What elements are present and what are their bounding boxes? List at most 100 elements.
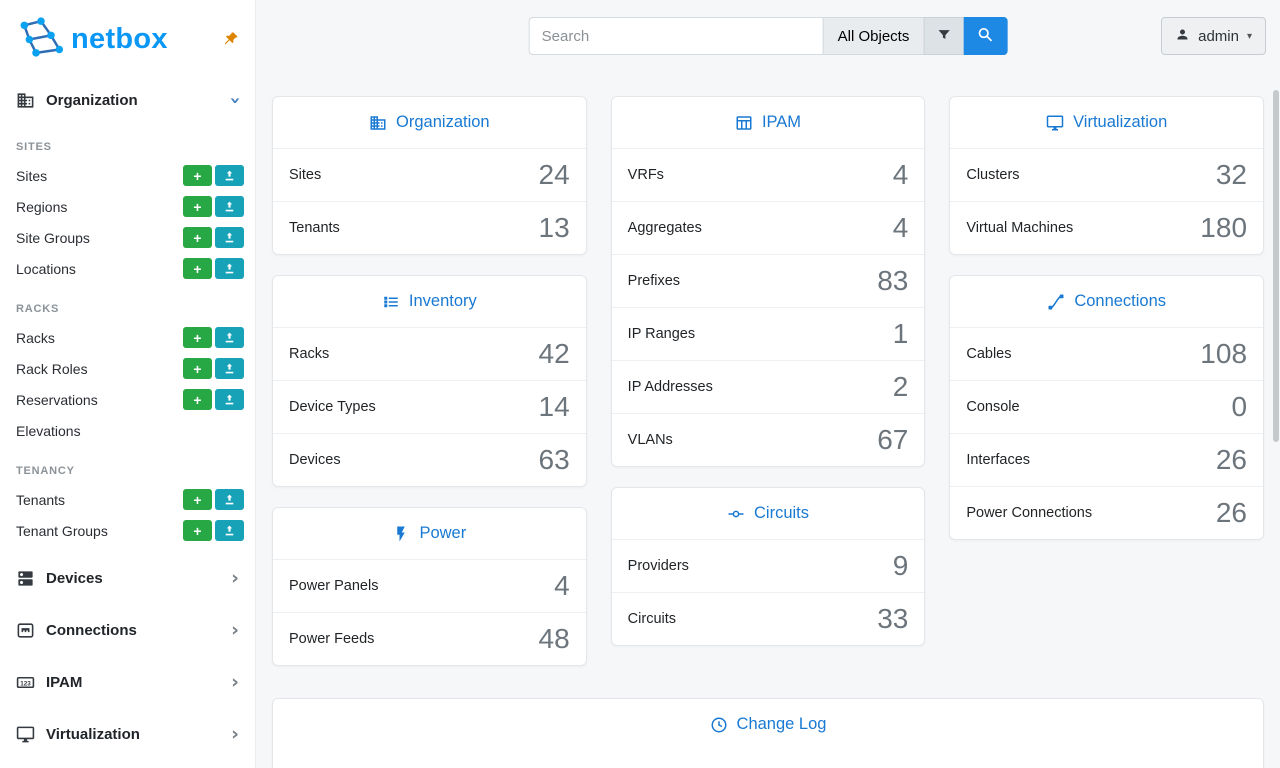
sidebar-item-ipam[interactable]: 123 IPAM › bbox=[0, 656, 255, 708]
card-title[interactable]: Circuits bbox=[754, 504, 810, 522]
stat-row: Providers 9 bbox=[611, 539, 925, 592]
stat-label: VRFs bbox=[627, 167, 664, 183]
sidebar-item-connections[interactable]: Connections › bbox=[0, 604, 255, 656]
chevron-right-icon: › bbox=[231, 722, 239, 745]
add-button[interactable]: + bbox=[183, 165, 212, 186]
stat-value[interactable]: 2 bbox=[892, 371, 909, 402]
import-button[interactable] bbox=[215, 227, 244, 248]
sidebar-item-label[interactable]: Rack Roles bbox=[16, 360, 88, 377]
search-submit-button[interactable] bbox=[963, 17, 1008, 55]
add-button[interactable]: + bbox=[183, 358, 212, 379]
card-header: Virtualization bbox=[950, 97, 1263, 148]
history-icon bbox=[710, 716, 728, 734]
pin-sidebar-icon[interactable] bbox=[222, 31, 239, 48]
sidebar-item-organization[interactable]: Organization › bbox=[0, 78, 255, 122]
stat-value[interactable]: 14 bbox=[538, 391, 570, 422]
netbox-logo[interactable]: netbox bbox=[16, 15, 168, 64]
chevron-right-icon: › bbox=[231, 566, 239, 589]
stat-value[interactable]: 9 bbox=[892, 550, 909, 581]
stat-value[interactable]: 1 bbox=[892, 318, 909, 349]
import-button[interactable] bbox=[215, 196, 244, 217]
stat-value[interactable]: 180 bbox=[1200, 212, 1248, 243]
sidebar-item-label[interactable]: Site Groups bbox=[16, 229, 90, 246]
stat-row: Racks 42 bbox=[273, 327, 586, 380]
chevron-down-icon: › bbox=[224, 96, 247, 104]
stat-value[interactable]: 83 bbox=[877, 265, 909, 296]
import-button[interactable] bbox=[215, 489, 244, 510]
sidebar-item-devices[interactable]: Devices › bbox=[0, 552, 255, 604]
add-button[interactable]: + bbox=[183, 327, 212, 348]
stat-value[interactable]: 48 bbox=[538, 623, 570, 654]
sidebar-item-label[interactable]: Tenant Groups bbox=[16, 522, 108, 539]
card-title[interactable]: Inventory bbox=[408, 292, 477, 310]
vertical-scrollbar[interactable] bbox=[1273, 90, 1279, 442]
add-button[interactable]: + bbox=[183, 389, 212, 410]
import-button[interactable] bbox=[215, 327, 244, 348]
stat-value[interactable]: 63 bbox=[538, 444, 570, 475]
sidebar-item-virtualization[interactable]: Virtualization › bbox=[0, 708, 255, 760]
stat-row: VLANs 67 bbox=[611, 413, 925, 466]
import-button[interactable] bbox=[215, 258, 244, 279]
stat-value[interactable]: 0 bbox=[1231, 391, 1248, 422]
object-type-dropdown[interactable]: All Objects bbox=[822, 17, 924, 55]
card-title[interactable]: Connections bbox=[1074, 292, 1167, 310]
sidebar-item-label[interactable]: Elevations bbox=[16, 422, 81, 439]
dashboard: Organization Sites 24 Tenants 13 bbox=[256, 72, 1280, 768]
stat-row: Sites 24 bbox=[273, 148, 586, 201]
stat-value[interactable]: 4 bbox=[892, 212, 909, 243]
stat-value[interactable]: 4 bbox=[892, 159, 909, 190]
card-title[interactable]: Organization bbox=[396, 113, 490, 131]
user-menu-button[interactable]: admin ▾ bbox=[1161, 17, 1266, 55]
card-title[interactable]: Change Log bbox=[736, 715, 827, 733]
stat-row: Devices 63 bbox=[273, 433, 586, 486]
stat-row: Power Feeds 48 bbox=[273, 612, 586, 665]
import-button[interactable] bbox=[215, 358, 244, 379]
card-title[interactable]: IPAM bbox=[761, 113, 802, 131]
sidebar-item-reservations: Reservations + bbox=[0, 384, 255, 415]
card-title[interactable]: Virtualization bbox=[1073, 113, 1168, 131]
sidebar-item-regions: Regions + bbox=[0, 191, 255, 222]
stat-value[interactable]: 4 bbox=[554, 570, 570, 601]
stat-value[interactable]: 108 bbox=[1200, 338, 1248, 369]
stat-value[interactable]: 24 bbox=[538, 159, 570, 190]
group-heading-racks: RACKS bbox=[16, 303, 60, 315]
stat-value[interactable]: 42 bbox=[538, 338, 570, 369]
main-area: All Objects admin ▾ bbox=[256, 0, 1280, 768]
card-title[interactable]: Power bbox=[419, 524, 467, 542]
sidebar-item-site-groups: Site Groups + bbox=[0, 222, 255, 253]
add-button[interactable]: + bbox=[183, 489, 212, 510]
stat-label: Interfaces bbox=[966, 452, 1031, 468]
stat-value[interactable]: 26 bbox=[1215, 497, 1248, 528]
sidebar-item-label[interactable]: Locations bbox=[16, 260, 76, 277]
sidebar-item-label[interactable]: Tenants bbox=[16, 491, 66, 508]
add-button[interactable]: + bbox=[183, 227, 212, 248]
sidebar-item-label[interactable]: Sites bbox=[16, 167, 48, 184]
stat-row: Circuits 33 bbox=[611, 592, 925, 645]
stat-value[interactable]: 26 bbox=[1215, 444, 1248, 475]
sidebar-item-label[interactable]: Reservations bbox=[16, 391, 98, 408]
import-button[interactable] bbox=[215, 520, 244, 541]
add-button[interactable]: + bbox=[183, 196, 212, 217]
search-input[interactable] bbox=[528, 17, 823, 55]
stat-value[interactable]: 67 bbox=[877, 424, 909, 455]
import-button[interactable] bbox=[215, 165, 244, 186]
stat-label: Console bbox=[966, 399, 1020, 415]
stat-row: Interfaces 26 bbox=[950, 433, 1264, 486]
card-header: Organization bbox=[273, 97, 586, 148]
user-name: admin bbox=[1198, 27, 1239, 45]
stat-value[interactable]: 32 bbox=[1215, 159, 1248, 190]
sidebar-item-label[interactable]: Regions bbox=[16, 198, 68, 215]
sidebar-item-label[interactable]: Racks bbox=[16, 329, 55, 346]
add-button[interactable]: + bbox=[183, 520, 212, 541]
stat-value[interactable]: 13 bbox=[538, 212, 570, 243]
stat-label: Device Types bbox=[289, 399, 376, 415]
counter-icon: 123 bbox=[16, 673, 35, 692]
stat-label: Power Connections bbox=[966, 505, 1093, 521]
stat-value[interactable]: 33 bbox=[877, 603, 909, 634]
svg-text:123: 123 bbox=[20, 680, 31, 687]
brand-name[interactable]: netbox bbox=[71, 22, 168, 55]
add-button[interactable]: + bbox=[183, 258, 212, 279]
import-button[interactable] bbox=[215, 389, 244, 410]
filter-button[interactable] bbox=[923, 17, 964, 55]
stat-label: Sites bbox=[289, 167, 322, 183]
